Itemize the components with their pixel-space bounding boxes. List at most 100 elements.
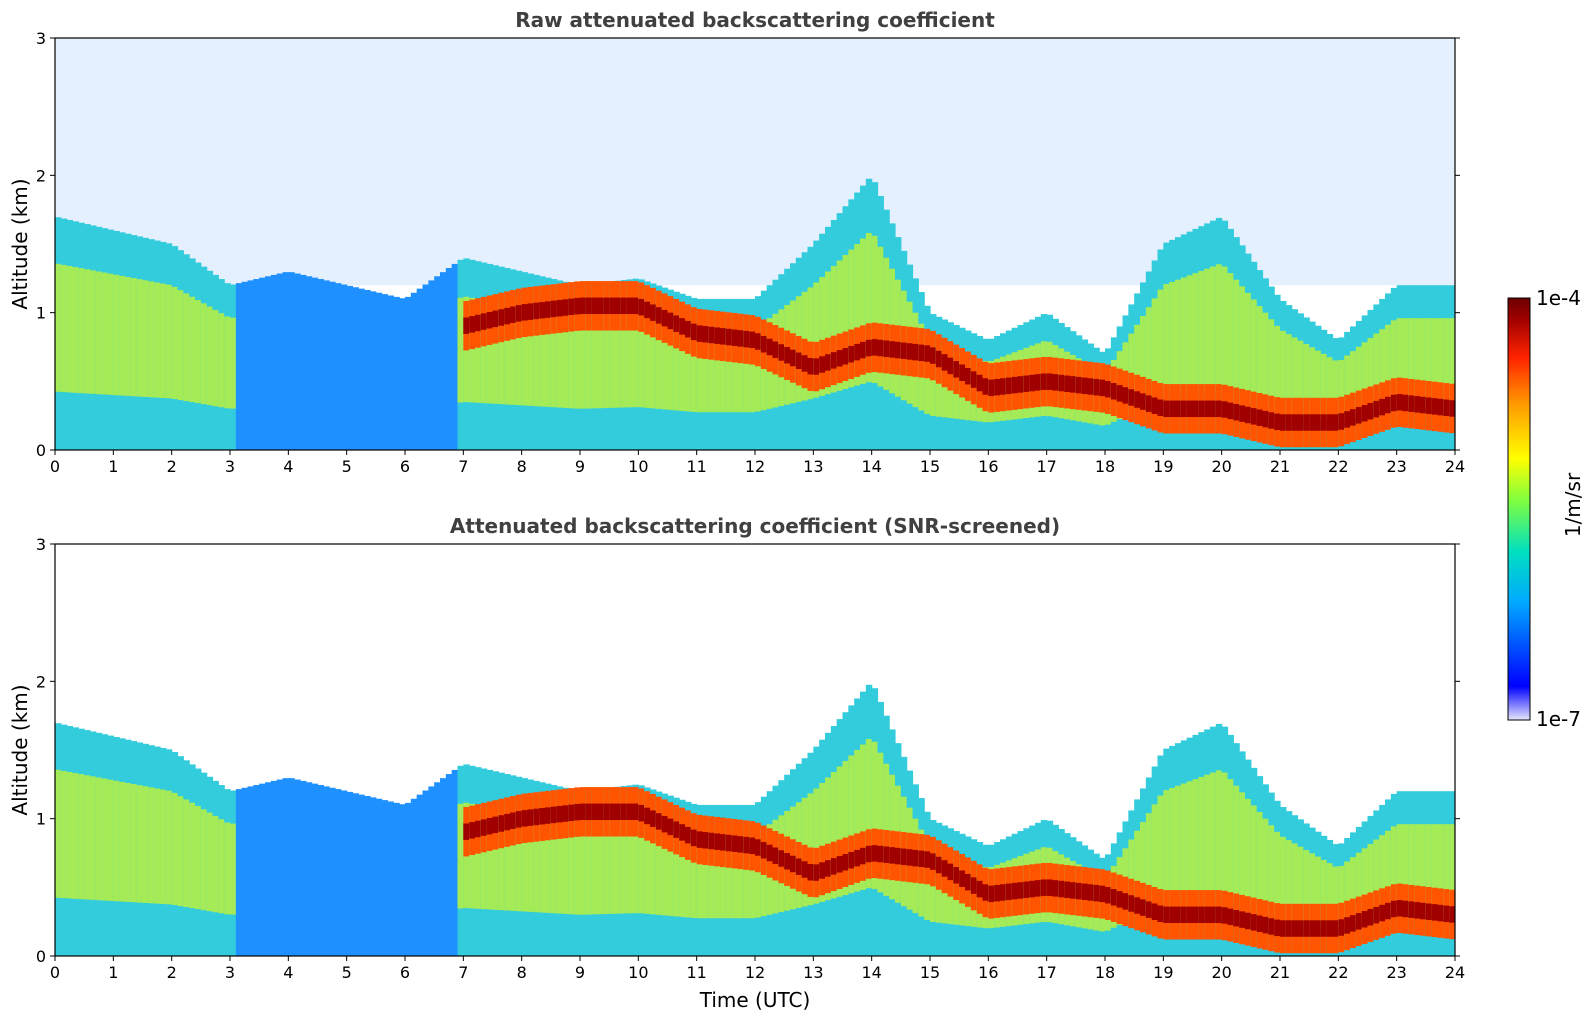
x-tick-label: 20: [1211, 457, 1231, 476]
bl-mid: [1221, 772, 1229, 899]
bl-column: [294, 779, 301, 956]
bl-mid: [1163, 790, 1170, 905]
aerosol-core: [1344, 411, 1351, 428]
aerosol-core: [790, 855, 797, 873]
aerosol-core: [1449, 906, 1455, 923]
x-tick-label: 24: [1445, 963, 1465, 982]
x-tick-label: 17: [1036, 457, 1056, 476]
aerosol-core: [527, 303, 534, 320]
aerosol-core: [1268, 918, 1275, 935]
bl-mid: [95, 777, 103, 901]
bl-mid: [1215, 770, 1223, 898]
bl-column: [259, 277, 266, 450]
aerosol-core: [1110, 889, 1118, 906]
bl-mid: [1297, 340, 1304, 416]
bl-column: [241, 281, 249, 450]
aerosol-core: [784, 347, 791, 364]
bl-column: [399, 298, 406, 450]
bl-mid: [1338, 865, 1345, 928]
aerosol-core: [976, 880, 984, 898]
aerosol-core: [510, 812, 517, 829]
aerosol-core: [1075, 376, 1083, 394]
aerosol-core: [988, 379, 995, 397]
x-tick-label: 18: [1095, 963, 1115, 982]
bl-mid: [673, 829, 680, 917]
aerosol-core: [1332, 920, 1339, 937]
aerosol-core: [778, 850, 785, 867]
bl-mid: [486, 807, 494, 910]
aerosol-core: [562, 299, 569, 316]
bl-mid: [224, 822, 231, 915]
aerosol-core: [1414, 396, 1421, 413]
aerosol-core: [696, 831, 704, 848]
aerosol-core: [982, 884, 989, 901]
aerosol-core: [597, 803, 604, 821]
aerosol-core: [743, 330, 750, 348]
bl-mid: [84, 775, 91, 900]
aerosol-core: [749, 331, 756, 349]
aerosol-core: [609, 803, 616, 821]
aerosol-core: [1227, 908, 1234, 926]
bl-mid: [1291, 843, 1299, 921]
aerosol-core: [1011, 376, 1019, 394]
aerosol-core: [1122, 893, 1129, 910]
aerosol-core: [1163, 906, 1170, 924]
bl-mid: [1204, 774, 1211, 900]
bl-mid: [90, 270, 97, 394]
aerosol-core: [813, 864, 820, 881]
bl-mid: [60, 770, 68, 899]
aerosol-core: [1268, 412, 1275, 429]
bl-mid: [1192, 273, 1199, 395]
aerosol-core: [959, 870, 966, 887]
aerosol-core: [1017, 376, 1024, 393]
bl-column: [346, 791, 354, 956]
aerosol-core: [1052, 374, 1059, 391]
aerosol-core: [685, 320, 692, 338]
x-tick-label: 8: [517, 457, 527, 476]
bl-mid: [1134, 830, 1141, 917]
aerosol-core: [749, 837, 756, 855]
bl-mid: [457, 803, 464, 909]
bl-mid: [1367, 843, 1374, 921]
aerosol-core: [1215, 400, 1223, 418]
x-tick-label: 18: [1095, 457, 1115, 476]
bl-mid: [1245, 292, 1252, 401]
aerosol-core: [1198, 906, 1205, 924]
aerosol-core: [1390, 900, 1398, 918]
x-tick-label: 12: [745, 457, 765, 476]
aerosol-core: [854, 343, 861, 361]
x-tick-label: 13: [803, 457, 823, 476]
aerosol-core: [1285, 414, 1293, 431]
bl-mid: [107, 273, 114, 395]
aerosol-core: [836, 350, 844, 367]
aerosol-core: [935, 856, 943, 874]
aerosol-core: [1361, 405, 1369, 422]
aerosol-core: [1233, 909, 1240, 927]
aerosol-core: [766, 844, 774, 862]
bl-mid: [1309, 347, 1316, 418]
bl-mid: [90, 776, 97, 900]
bl-column: [317, 279, 324, 450]
bl-column: [288, 778, 295, 956]
bl-mid: [1315, 856, 1322, 925]
bl-mid: [183, 799, 190, 908]
bl-mid: [574, 317, 581, 409]
bl-mid: [830, 265, 838, 393]
aerosol-core: [725, 328, 733, 346]
aerosol-core: [1017, 882, 1024, 899]
aerosol-core: [1303, 414, 1310, 431]
aerosol-core: [1210, 906, 1217, 924]
aerosol-core: [860, 847, 867, 865]
x-tick-label: 6: [400, 963, 410, 982]
aerosol-core: [1000, 884, 1007, 901]
aerosol-core: [871, 845, 879, 862]
x-tick-label: 10: [628, 457, 648, 476]
y-tick-label: 0: [36, 441, 46, 460]
bl-mid: [1140, 821, 1147, 915]
aerosol-core: [661, 309, 669, 327]
bl-mid: [1385, 830, 1392, 917]
colorbar: 1e-4 1e-7 1/m/sr: [1507, 286, 1585, 731]
bl-mid: [562, 315, 569, 408]
aerosol-core: [912, 343, 919, 361]
bl-mid: [1169, 787, 1176, 904]
